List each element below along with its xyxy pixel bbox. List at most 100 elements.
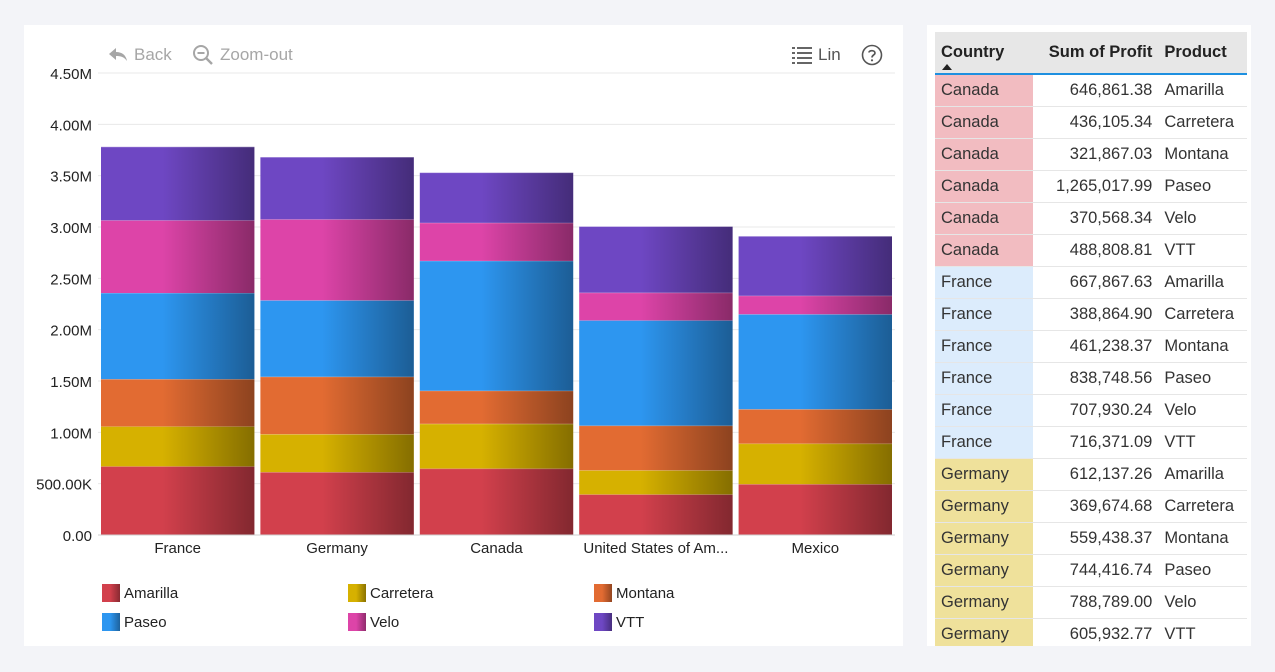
bar-shading — [579, 494, 733, 535]
bar-shading — [579, 226, 733, 293]
profit-column-header[interactable]: Sum of Profit — [1033, 32, 1159, 75]
table-header-row: Country Sum of Profit Product — [935, 32, 1247, 75]
zoom-out-button[interactable]: Zoom-out — [192, 43, 293, 67]
bar-shading — [738, 409, 892, 444]
product-cell: Carretera — [1158, 106, 1247, 139]
bar-shading — [579, 470, 733, 495]
x-tick-label: France — [154, 540, 201, 557]
product-cell: VTT — [1158, 618, 1247, 646]
table-row[interactable]: France 388,864.90 Carretera — [935, 298, 1247, 331]
country-cell: Canada — [935, 234, 1033, 267]
bar-shading — [738, 314, 892, 410]
product-cell: Paseo — [1158, 362, 1247, 395]
linear-scale-label: Lin — [818, 45, 841, 64]
table-row[interactable]: Germany 744,416.74 Paseo — [935, 554, 1247, 587]
chart-legend: Amarilla Carretera Montana Paseo Velo VTT — [102, 582, 862, 642]
table-row[interactable]: Canada 370,568.34 Velo — [935, 202, 1247, 235]
bar-shading — [419, 468, 574, 535]
table-row[interactable]: France 461,238.37 Montana — [935, 330, 1247, 363]
table-row[interactable]: Germany 559,438.37 Montana — [935, 522, 1247, 555]
legend-item-carretera[interactable]: Carretera — [348, 582, 433, 604]
country-column-header[interactable]: Country — [935, 32, 1033, 75]
table-row[interactable]: Canada 646,861.38 Amarilla — [935, 74, 1247, 107]
help-icon — [861, 44, 883, 66]
profit-table: Country Sum of Profit Product Canada 646,… — [935, 32, 1247, 646]
profit-cell: 788,789.00 — [1033, 586, 1159, 619]
legend-item-vtt[interactable]: VTT — [594, 611, 644, 633]
table-row[interactable]: Germany 369,674.68 Carretera — [935, 490, 1247, 523]
table-row[interactable]: Germany 612,137.26 Amarilla — [935, 458, 1247, 491]
table-row[interactable]: Canada 436,105.34 Carretera — [935, 106, 1247, 139]
x-tick-label: Canada — [470, 540, 523, 557]
product-cell: Montana — [1158, 330, 1247, 363]
table-row[interactable]: France 838,748.56 Paseo — [935, 362, 1247, 395]
country-cell: Germany — [935, 586, 1033, 619]
bar-shading — [579, 320, 733, 426]
legend-label: VTT — [616, 613, 645, 631]
product-cell: Paseo — [1158, 554, 1247, 587]
y-tick-label: 1.00M — [50, 425, 92, 442]
y-tick-label: 4.50M — [50, 66, 92, 83]
bar-shading — [579, 425, 733, 471]
bar-shading — [260, 157, 414, 220]
y-tick-label: 1.50M — [50, 374, 92, 391]
legend-swatch — [594, 613, 612, 631]
profit-cell: 436,105.34 — [1033, 106, 1159, 139]
legend-label: Carretera — [370, 584, 434, 602]
product-cell: Montana — [1158, 522, 1247, 555]
legend-swatch — [102, 613, 120, 631]
country-cell: Canada — [935, 138, 1033, 171]
table-row[interactable]: Germany 605,932.77 VTT — [935, 618, 1247, 646]
stacked-bar-chart: 0.00 500.00K 1.00M 1.50M 2.00M 2.50M 3.00M 3.50… — [36, 66, 895, 557]
table-row[interactable]: France 707,930.24 Velo — [935, 394, 1247, 427]
bar-shading — [260, 472, 414, 535]
table-row[interactable]: France 716,371.09 VTT — [935, 426, 1247, 459]
table-body: Canada 646,861.38 Amarilla Canada 436,105.34… — [935, 74, 1247, 646]
bar-shading — [101, 220, 255, 294]
table-row[interactable]: Germany 788,789.00 Velo — [935, 586, 1247, 619]
bar-shading — [260, 376, 414, 435]
legend-item-paseo[interactable]: Paseo — [102, 611, 167, 633]
product-column-header[interactable]: Product — [1158, 32, 1247, 75]
table-row[interactable]: Canada 1,265,017.99 Paseo — [935, 170, 1247, 203]
bar-shading — [101, 466, 255, 535]
legend-swatch — [348, 613, 366, 631]
zoom-out-label: Zoom-out — [220, 45, 293, 64]
country-cell: Germany — [935, 554, 1033, 587]
chart-panel: 0.00 500.00K 1.00M 1.50M 2.00M 2.50M 3.00M 3.50… — [24, 25, 903, 646]
y-tick-label: 4.00M — [50, 117, 92, 134]
bar-shading — [260, 219, 414, 301]
profit-cell: 388,864.90 — [1033, 298, 1159, 331]
table-row[interactable]: Canada 321,867.03 Montana — [935, 138, 1247, 171]
product-cell: Velo — [1158, 394, 1247, 427]
legend-item-montana[interactable]: Montana — [594, 582, 674, 604]
bar-shading — [579, 292, 733, 321]
country-cell: France — [935, 362, 1033, 395]
table-row[interactable]: Canada 488,808.81 VTT — [935, 234, 1247, 267]
country-cell: Germany — [935, 522, 1033, 555]
back-arrow-icon — [109, 48, 127, 61]
linear-scale-toggle[interactable]: Lin — [792, 43, 841, 67]
country-cell: Germany — [935, 618, 1033, 646]
bar-shading — [260, 300, 414, 377]
help-button[interactable] — [861, 43, 889, 67]
country-cell: France — [935, 266, 1033, 299]
legend-swatch — [102, 584, 120, 602]
product-cell: Amarilla — [1158, 266, 1247, 299]
bar-shading — [260, 434, 414, 473]
bar-shading — [738, 484, 892, 535]
profit-cell: 605,932.77 — [1033, 618, 1159, 646]
country-cell: France — [935, 394, 1033, 427]
x-tick-label: Germany — [306, 540, 368, 557]
back-button[interactable]: Back — [108, 43, 172, 67]
legend-item-velo[interactable]: Velo — [348, 611, 399, 633]
y-tick-label: 3.50M — [50, 169, 92, 186]
country-cell: Canada — [935, 170, 1033, 203]
table-row[interactable]: France 667,867.63 Amarilla — [935, 266, 1247, 299]
country-cell: Canada — [935, 106, 1033, 139]
legend-swatch — [348, 584, 366, 602]
legend-item-amarilla[interactable]: Amarilla — [102, 582, 178, 604]
product-cell: Velo — [1158, 202, 1247, 235]
product-cell: Velo — [1158, 586, 1247, 619]
bar-shading — [101, 146, 255, 221]
